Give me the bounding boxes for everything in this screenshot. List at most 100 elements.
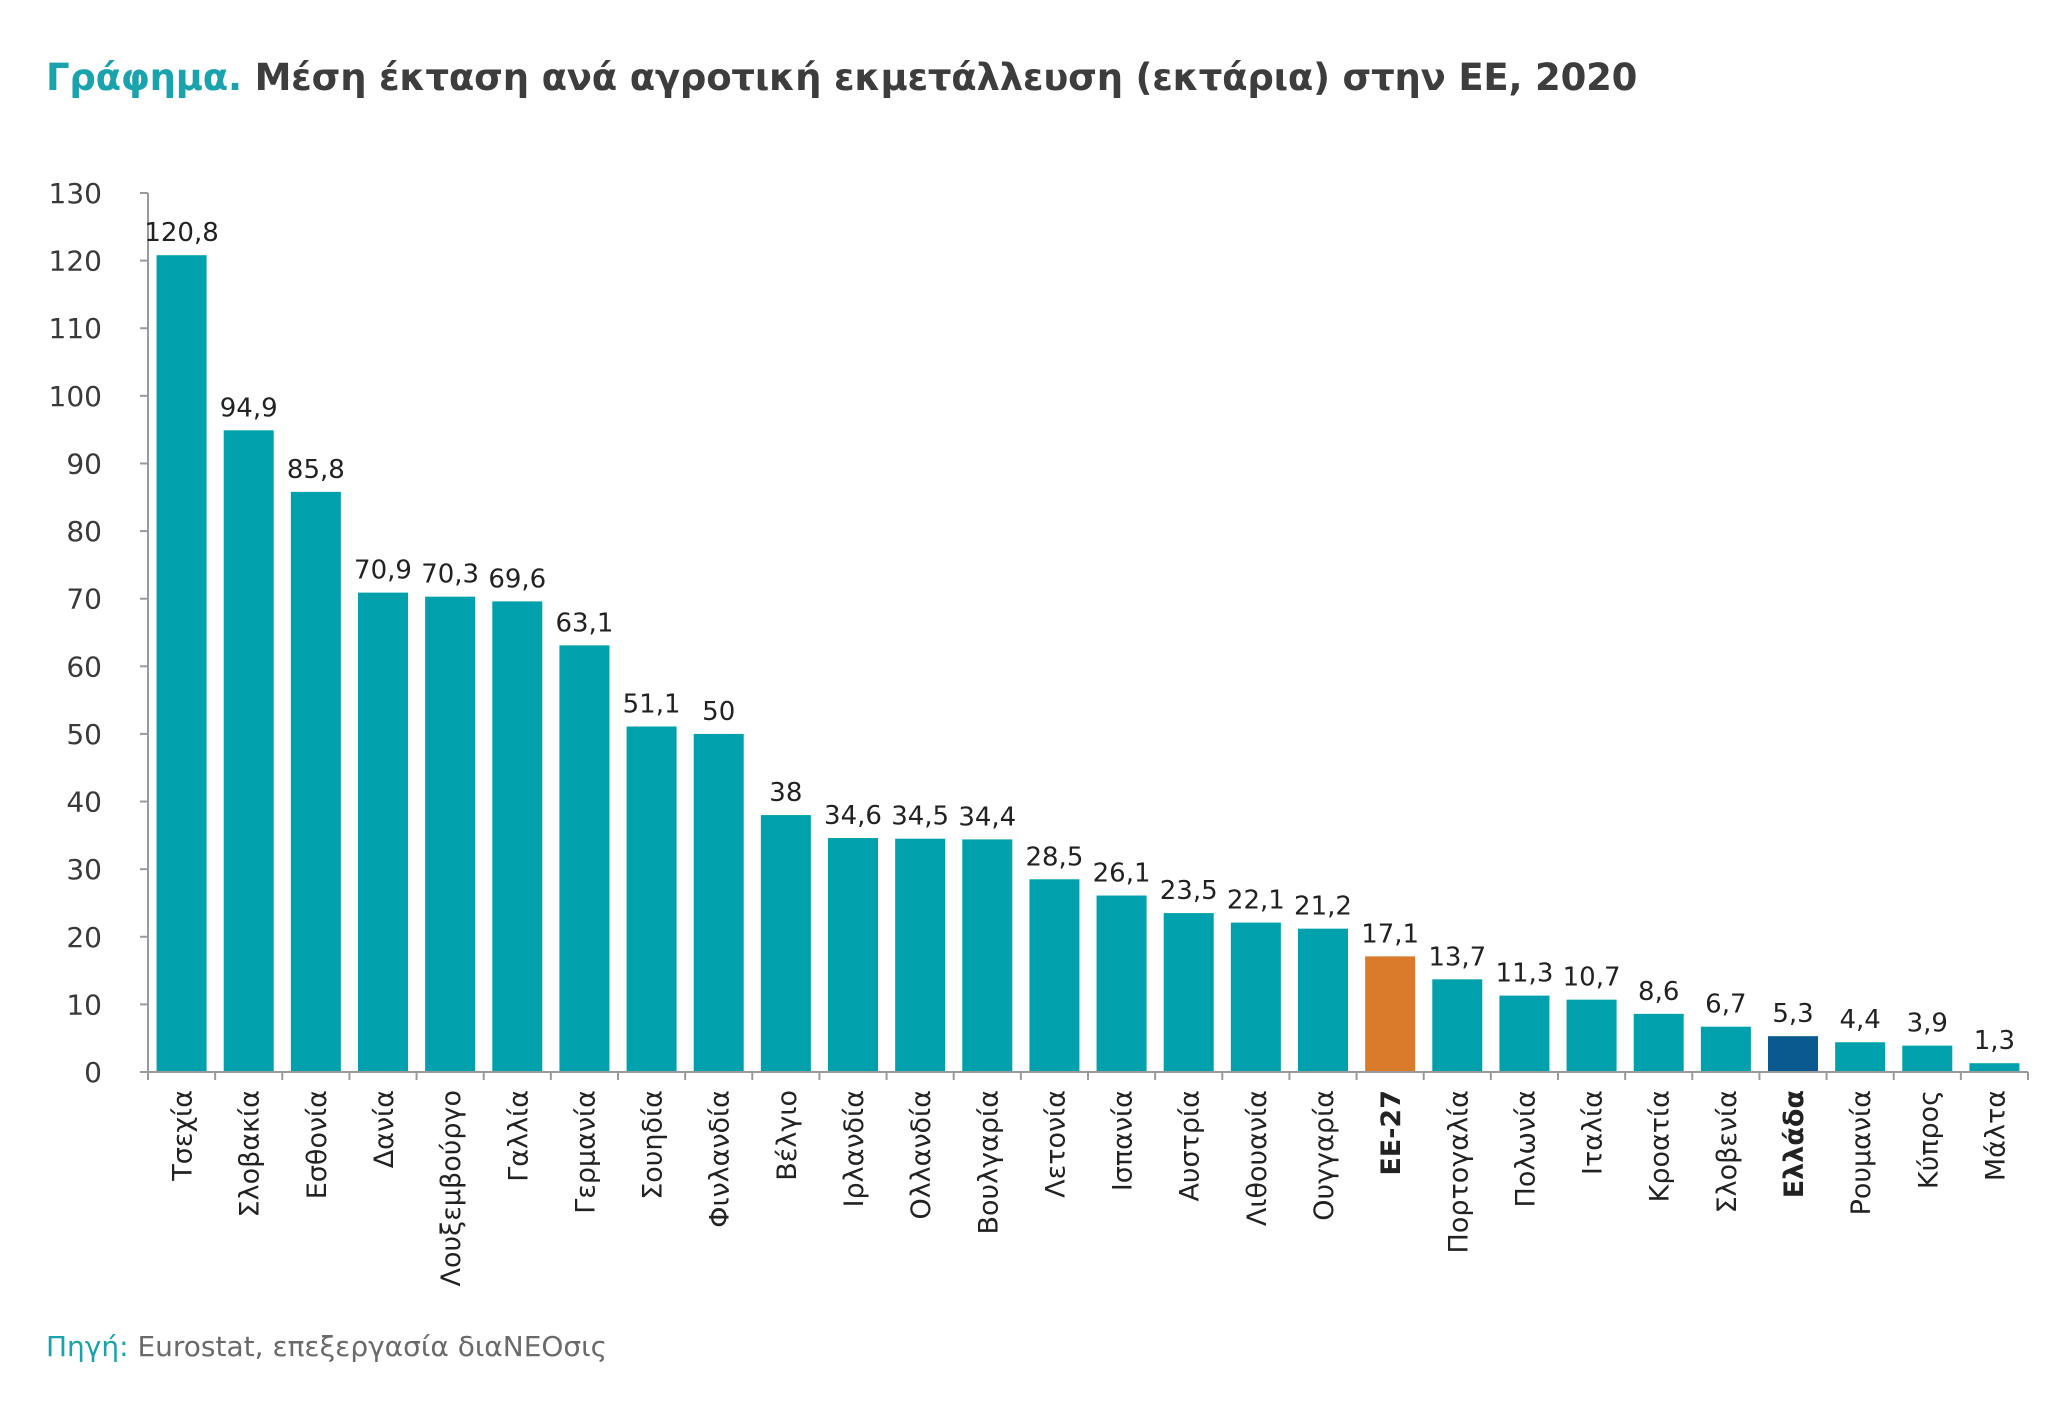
category-label: Ολλανδία xyxy=(906,1090,937,1220)
category-label: Ιταλία xyxy=(1578,1090,1609,1175)
category-label: ΕΕ-27 xyxy=(1376,1090,1407,1176)
y-tick-label: 110 xyxy=(49,312,102,345)
category-label: Ελλάδα xyxy=(1779,1090,1810,1198)
value-label: 4,4 xyxy=(1839,1005,1880,1035)
value-label: 34,6 xyxy=(824,801,882,831)
category-label: Βουλγαρία xyxy=(973,1090,1004,1235)
value-label: 3,9 xyxy=(1907,1009,1948,1039)
bar xyxy=(1499,995,1550,1072)
bar xyxy=(1029,879,1080,1072)
bar xyxy=(1230,922,1281,1072)
value-label: 8,6 xyxy=(1638,977,1679,1007)
y-tick-label: 90 xyxy=(66,447,102,480)
bar-chart: 0 10 20 30 40 50 60 70 80 90 100 110 120 130 120,8 94,… xyxy=(49,177,2029,1286)
value-label: 1,3 xyxy=(1974,1026,2015,1056)
category-label: Λετονία xyxy=(1040,1090,1071,1198)
bars xyxy=(156,255,2020,1073)
category-label: Γερμανία xyxy=(570,1090,601,1214)
category-label: Τσεχία xyxy=(168,1090,199,1182)
y-tick-label: 30 xyxy=(66,853,102,886)
bar xyxy=(828,838,878,1072)
category-label: Ουγγαρία xyxy=(1309,1090,1340,1221)
category-label: Δανία xyxy=(369,1090,400,1168)
y-tick-label: 0 xyxy=(84,1056,102,1089)
bar xyxy=(1633,1013,1684,1072)
y-tick-label: 60 xyxy=(66,650,102,683)
category-label: Ιρλανδία xyxy=(839,1090,870,1207)
y-tick-label: 100 xyxy=(49,380,102,413)
category-label: Κύπρος xyxy=(1913,1090,1944,1189)
source-note: Πηγή: Eurostat, επεξεργασία διαΝΕΟσις xyxy=(46,1330,607,1363)
value-label: 69,6 xyxy=(488,564,546,594)
value-label: 6,7 xyxy=(1705,990,1746,1020)
category-label: Πολωνία xyxy=(1510,1090,1541,1207)
y-tick-label: 80 xyxy=(66,515,102,548)
value-label: 26,1 xyxy=(1093,859,1151,889)
value-label: 120,8 xyxy=(144,218,218,248)
y-tick-label: 20 xyxy=(66,921,102,954)
value-label: 22,1 xyxy=(1227,886,1285,916)
bar xyxy=(760,815,811,1072)
bar xyxy=(1768,1036,1818,1072)
category-label: Εσθονία xyxy=(302,1090,333,1199)
y-tick-label: 70 xyxy=(66,583,102,616)
value-label: 38 xyxy=(769,778,802,808)
category-label: Γαλλία xyxy=(503,1090,534,1182)
category-label: Σλοβενία xyxy=(1712,1090,1743,1213)
value-label: 94,9 xyxy=(220,393,278,423)
value-label: 85,8 xyxy=(287,455,345,485)
source-text: Eurostat, επεξεργασία διαΝΕΟσις xyxy=(137,1330,608,1363)
bar xyxy=(1432,979,1483,1072)
value-label: 70,9 xyxy=(354,556,412,586)
y-axis: 0 10 20 30 40 50 60 70 80 90 100 110 120 130 xyxy=(49,177,149,1089)
category-label: Λιθουανία xyxy=(1242,1090,1273,1226)
category-label: Λουξεμβούργο xyxy=(436,1090,467,1286)
bar xyxy=(1902,1045,1953,1072)
bar xyxy=(1096,895,1147,1072)
value-label: 17,1 xyxy=(1361,919,1419,949)
category-label: Φινλανδία xyxy=(705,1090,736,1228)
y-tick-label: 10 xyxy=(66,988,102,1021)
category-label: Πορτογαλία xyxy=(1443,1090,1474,1253)
bar xyxy=(358,592,408,1072)
bar xyxy=(290,491,341,1072)
bar xyxy=(425,596,476,1072)
value-label: 34,4 xyxy=(958,802,1016,832)
value-label: 63,1 xyxy=(555,608,613,638)
bar xyxy=(1969,1063,2020,1072)
value-labels: 120,8 94,9 85,8 70,9 70,3 69,6 63,1 51,1 50 38 34,… xyxy=(144,218,2015,1056)
value-label: 11,3 xyxy=(1495,959,1553,989)
value-label: 5,3 xyxy=(1772,999,1813,1029)
value-label: 34,5 xyxy=(891,802,949,832)
y-tick-label: 130 xyxy=(49,177,102,210)
value-label: 13,7 xyxy=(1428,942,1486,972)
value-label: 50 xyxy=(702,697,735,727)
category-label: Σλοβακία xyxy=(235,1090,266,1217)
x-axis: Τσεχία Σλοβακία Εσθονία Δανία Λουξεμβούργο Γα… xyxy=(147,1071,2029,1286)
y-tick-label: 50 xyxy=(66,718,102,751)
bar xyxy=(492,601,543,1072)
value-label: 51,1 xyxy=(623,689,681,719)
category-label: Ρουμανία xyxy=(1846,1090,1877,1215)
value-label: 10,7 xyxy=(1563,963,1621,993)
bar xyxy=(1365,956,1416,1072)
value-label: 23,5 xyxy=(1160,876,1218,906)
bar xyxy=(1566,999,1617,1072)
bar xyxy=(1298,928,1348,1072)
chart-title-text: Μέση έκταση ανά αγροτική εκμετάλλευση (ε… xyxy=(254,56,1638,99)
bar xyxy=(156,255,207,1072)
value-label: 28,5 xyxy=(1025,842,1083,872)
value-label: 21,2 xyxy=(1294,892,1352,922)
bar xyxy=(693,733,744,1072)
category-label: Ισπανία xyxy=(1108,1090,1139,1191)
bar xyxy=(895,838,946,1072)
y-tick-label: 120 xyxy=(49,245,102,278)
y-tick-label: 40 xyxy=(66,786,102,819)
bar xyxy=(1700,1026,1751,1072)
bar xyxy=(1163,913,1214,1072)
category-label: Σουηδία xyxy=(638,1090,669,1200)
category-label: Βέλγιο xyxy=(772,1090,803,1181)
bar xyxy=(962,839,1013,1072)
chart-title-lead: Γράφημα. xyxy=(46,56,242,99)
category-label: Μάλτα xyxy=(1980,1090,2011,1181)
